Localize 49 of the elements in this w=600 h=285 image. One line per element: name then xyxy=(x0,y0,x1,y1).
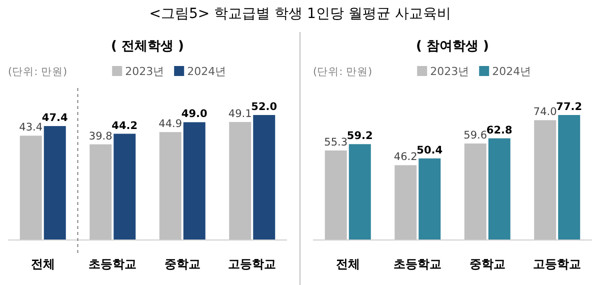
bar xyxy=(183,122,206,240)
data-label: 44.9 xyxy=(158,118,182,130)
bar xyxy=(464,143,486,240)
data-label: 55.3 xyxy=(324,136,348,148)
bar xyxy=(418,158,441,240)
chart-title: <그림5> 학교급별 학생 1인당 월평균 사교육비 xyxy=(149,6,451,22)
bar xyxy=(114,134,136,240)
bar xyxy=(253,115,276,240)
bar xyxy=(20,136,42,240)
x-tick-label: 중학교 xyxy=(164,257,200,271)
text: (단위: 만원) xyxy=(313,66,372,78)
data-label: 47.4 xyxy=(42,112,68,124)
x-tick-label: 초등학교 xyxy=(394,257,442,271)
data-label: 77.2 xyxy=(556,101,582,113)
data-label: 62.8 xyxy=(486,124,512,136)
bar xyxy=(90,144,112,240)
text: (단위: 만원) xyxy=(8,66,68,78)
chart-subtitle: ( 참여학생 ) xyxy=(416,39,489,54)
data-label: 74.0 xyxy=(533,106,557,118)
data-label: 59.6 xyxy=(464,129,488,142)
x-tick-label: 전체 xyxy=(336,257,360,271)
legend-label: 2024년 xyxy=(187,65,226,78)
data-label: 43.4 xyxy=(19,122,43,134)
data-label: 44.2 xyxy=(112,120,138,132)
bar xyxy=(348,144,371,240)
data-label: 59.2 xyxy=(346,130,373,142)
bar xyxy=(324,150,347,240)
data-label: 46.2 xyxy=(394,151,418,164)
x-tick-label: 중학교 xyxy=(469,257,506,271)
data-label: 52.0 xyxy=(251,101,278,113)
bar xyxy=(229,122,252,240)
data-label: 39.8 xyxy=(88,130,112,142)
x-tick-label: 초등학교 xyxy=(88,257,137,271)
legend-label: 2023년 xyxy=(430,65,470,78)
x-tick-label: 전체 xyxy=(30,257,55,271)
bar xyxy=(558,115,580,240)
bar xyxy=(534,120,556,240)
bar xyxy=(159,132,182,240)
data-label: 49.0 xyxy=(181,108,208,120)
x-tick-label: 고등학교 xyxy=(228,257,276,271)
bar xyxy=(488,138,510,240)
bar xyxy=(44,126,66,240)
data-label: 50.4 xyxy=(416,144,443,156)
legend-label: 2023년 xyxy=(125,65,164,78)
data-label: 49.1 xyxy=(228,108,252,120)
legend-label: 2024년 xyxy=(492,65,532,78)
chart-subtitle: ( 전체학생 ) xyxy=(111,39,184,54)
bar xyxy=(394,165,417,240)
x-tick-label: 고등학교 xyxy=(533,257,582,271)
